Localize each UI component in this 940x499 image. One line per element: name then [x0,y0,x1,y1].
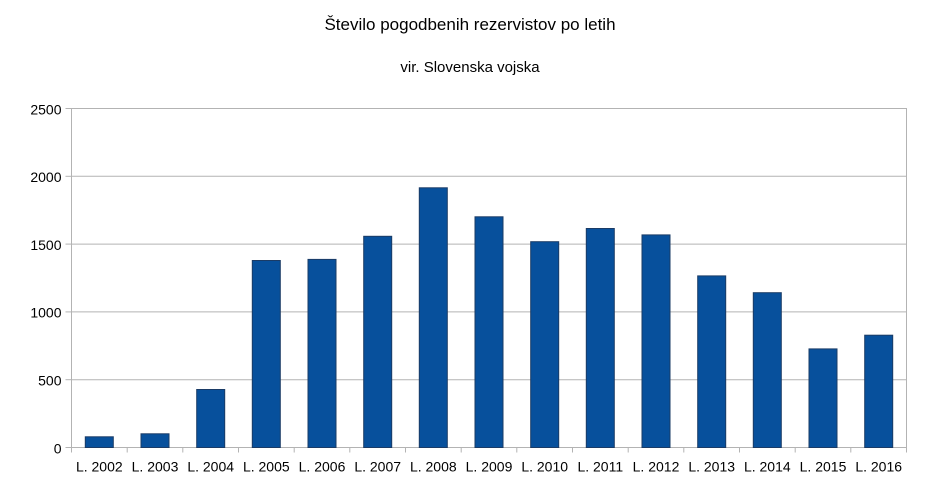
svg-text:L. 2002: L. 2002 [76,459,123,475]
svg-text:500: 500 [38,373,62,389]
svg-text:L. 2011: L. 2011 [577,459,623,475]
svg-text:L. 2003: L. 2003 [132,459,179,475]
svg-text:1000: 1000 [30,305,61,321]
svg-text:L. 2007: L. 2007 [354,459,401,475]
svg-text:L. 2013: L. 2013 [688,459,735,475]
svg-text:L. 2012: L. 2012 [633,459,680,475]
svg-text:2000: 2000 [30,169,61,185]
svg-text:L. 2015: L. 2015 [800,459,847,475]
svg-text:1500: 1500 [30,237,61,253]
svg-text:0: 0 [54,440,62,456]
svg-text:L. 2004: L. 2004 [187,459,234,475]
svg-text:L. 2008: L. 2008 [410,459,457,475]
svg-text:L. 2016: L. 2016 [855,459,902,475]
svg-text:2500: 2500 [30,101,61,117]
svg-text:L. 2009: L. 2009 [466,459,513,475]
svg-text:L. 2014: L. 2014 [744,459,791,475]
svg-text:L. 2010: L. 2010 [521,459,568,475]
svg-text:L. 2006: L. 2006 [299,459,346,475]
svg-text:L. 2005: L. 2005 [243,459,290,475]
